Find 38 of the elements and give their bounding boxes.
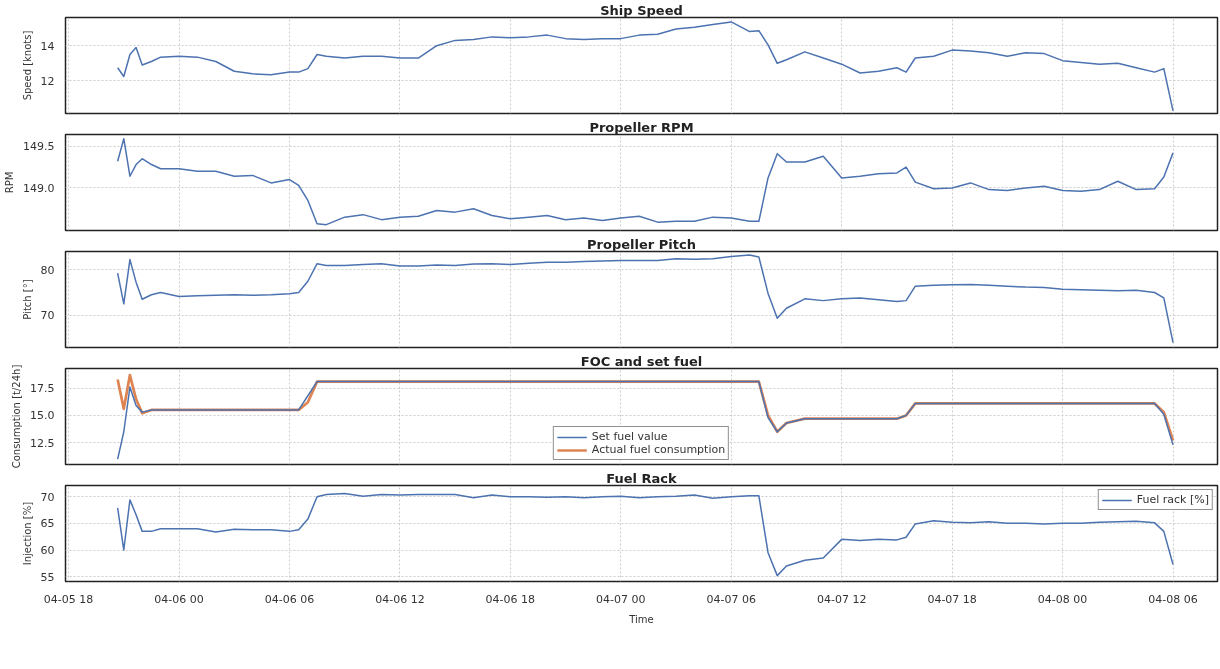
y-tick-label: 149.5 (23, 140, 55, 154)
y-axis-title: Consumption [t/24h] (11, 364, 23, 469)
x-tick-label: 04-06 18 (485, 592, 536, 606)
legend-label: Actual fuel consumption (591, 443, 726, 456)
y-axis-title: Speed [knots] (21, 30, 33, 101)
x-tick-label: 04-06 12 (375, 592, 425, 606)
x-tick-label: 04-08 00 (1037, 592, 1088, 606)
x-tick-label: 04-08 06 (1148, 592, 1198, 606)
x-tick-label: 04-07 06 (706, 592, 756, 606)
x-tick-label: 04-05 18 (43, 592, 94, 606)
x-tick-label: 04-07 00 (596, 592, 646, 606)
y-tick-label: 14 (40, 39, 55, 53)
y-tick-label: 15.0 (30, 409, 55, 423)
x-tick-label: 04-07 18 (927, 592, 977, 606)
x-tick-label: 04-06 06 (264, 592, 315, 606)
y-tick-label: 70 (40, 490, 55, 504)
y-tick-label: 55 (40, 570, 55, 584)
y-tick-label: 12.5 (30, 436, 55, 450)
y-axis-title: Pitch [°] (21, 279, 33, 320)
y-tick-label: 65 (40, 517, 55, 531)
legend-label: Set fuel value (591, 430, 668, 443)
y-tick-label: 60 (40, 544, 55, 558)
y-tick-label: 70 (40, 309, 55, 323)
y-tick-label: 17.5 (30, 382, 55, 396)
y-tick-label: 149.0 (23, 181, 55, 195)
chart-title: Fuel Rack (606, 470, 678, 486)
y-tick-label: 80 (40, 263, 55, 277)
legend-label: Fuel rack [%] (1136, 493, 1209, 506)
chart-title: Ship Speed (600, 2, 683, 18)
x-tick-label: 04-06 00 (154, 592, 204, 606)
y-axis-title: RPM (4, 171, 16, 194)
chart-title: Propeller RPM (589, 119, 694, 135)
chart-title: Propeller Pitch (587, 236, 696, 252)
x-tick-label: 04-07 12 (816, 592, 867, 606)
y-tick-label: 12 (40, 74, 55, 88)
y-axis-title: Injection [%] (21, 501, 33, 566)
chart-title: FOC and set fuel (580, 353, 703, 369)
x-axis-title: Time (628, 613, 654, 625)
